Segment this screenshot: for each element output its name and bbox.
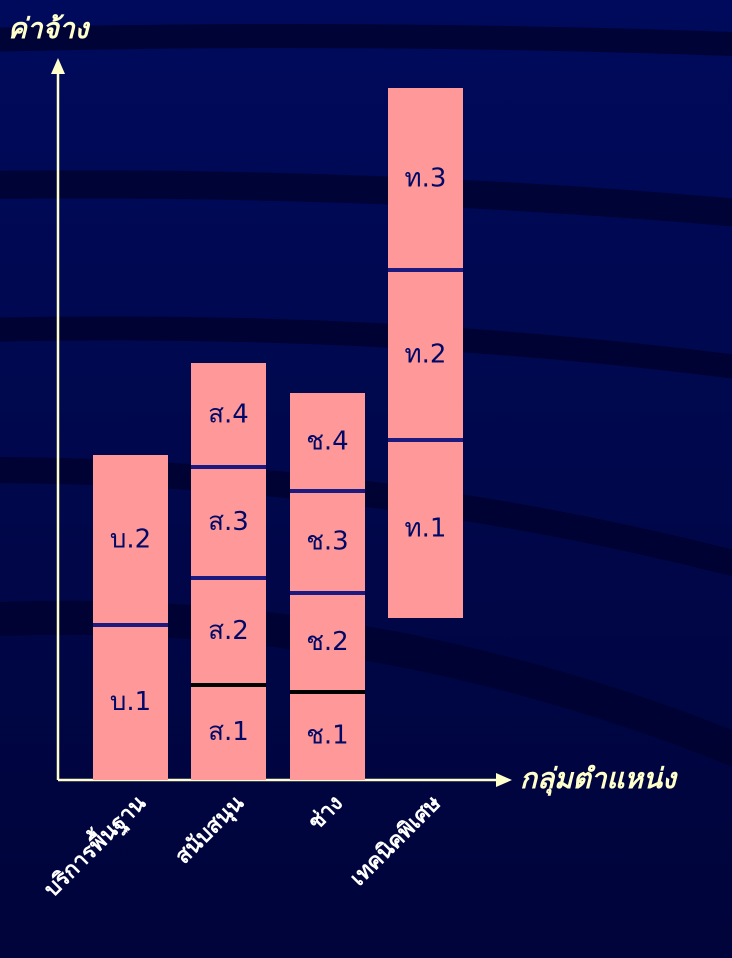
level-label: ท.1 [405,514,447,544]
level-label: ส.3 [208,507,249,537]
group-box [290,393,365,780]
level-label: ช.2 [306,627,348,657]
level-label: ท.3 [405,164,447,194]
x-axis-label: กลุ่มตำแหน่ง [520,762,678,796]
level-label: ช.4 [306,427,348,457]
level-label: ส.4 [208,400,249,430]
group-box [388,88,463,618]
level-label: บ.2 [110,525,151,555]
level-label: ช.3 [306,527,348,557]
group-box [93,455,168,780]
level-label: ท.2 [405,340,447,370]
level-label: ส.1 [208,717,249,747]
x-arrow [496,773,512,787]
y-axis-label: ค่าจ้าง [8,12,91,45]
level-label: ช.1 [306,721,348,751]
group-box [191,363,266,780]
level-label: ส.2 [208,616,249,646]
y-arrow [51,58,65,74]
level-label: บ.1 [110,687,151,717]
